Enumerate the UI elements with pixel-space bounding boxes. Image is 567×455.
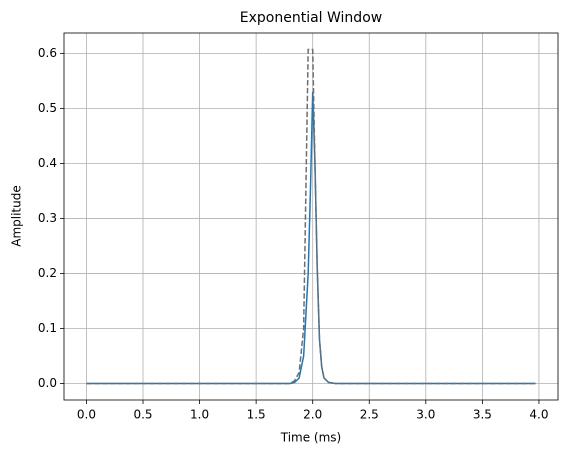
x-tick-label: 3.5 [473,408,492,422]
x-tick-label: 1.5 [247,408,266,422]
x-tick-label: 0.5 [133,408,152,422]
line-series [86,91,536,385]
y-tick-label: 0.2 [38,266,57,280]
y-tick-label: 0.4 [38,156,57,170]
x-tick-label: 0.0 [77,408,96,422]
line-series [86,48,536,385]
x-axis-label: Time (ms) [280,431,342,445]
x-tick-label: 4.0 [529,408,548,422]
x-tick-label: 2.0 [303,408,322,422]
y-axis-label: Amplitude [10,185,24,247]
y-tick-label: 0.6 [38,46,57,60]
x-tick-label: 3.0 [416,408,435,422]
y-tick-label: 0.1 [38,321,57,335]
y-tick-label: 0.0 [38,376,57,390]
y-tick-label: 0.3 [38,211,57,225]
x-tick-label: 2.5 [360,408,379,422]
x-tick-label: 1.0 [190,408,209,422]
y-tick-label: 0.5 [38,101,57,115]
plot-frame [63,32,559,401]
chart-title: Exponential Window [240,10,382,26]
